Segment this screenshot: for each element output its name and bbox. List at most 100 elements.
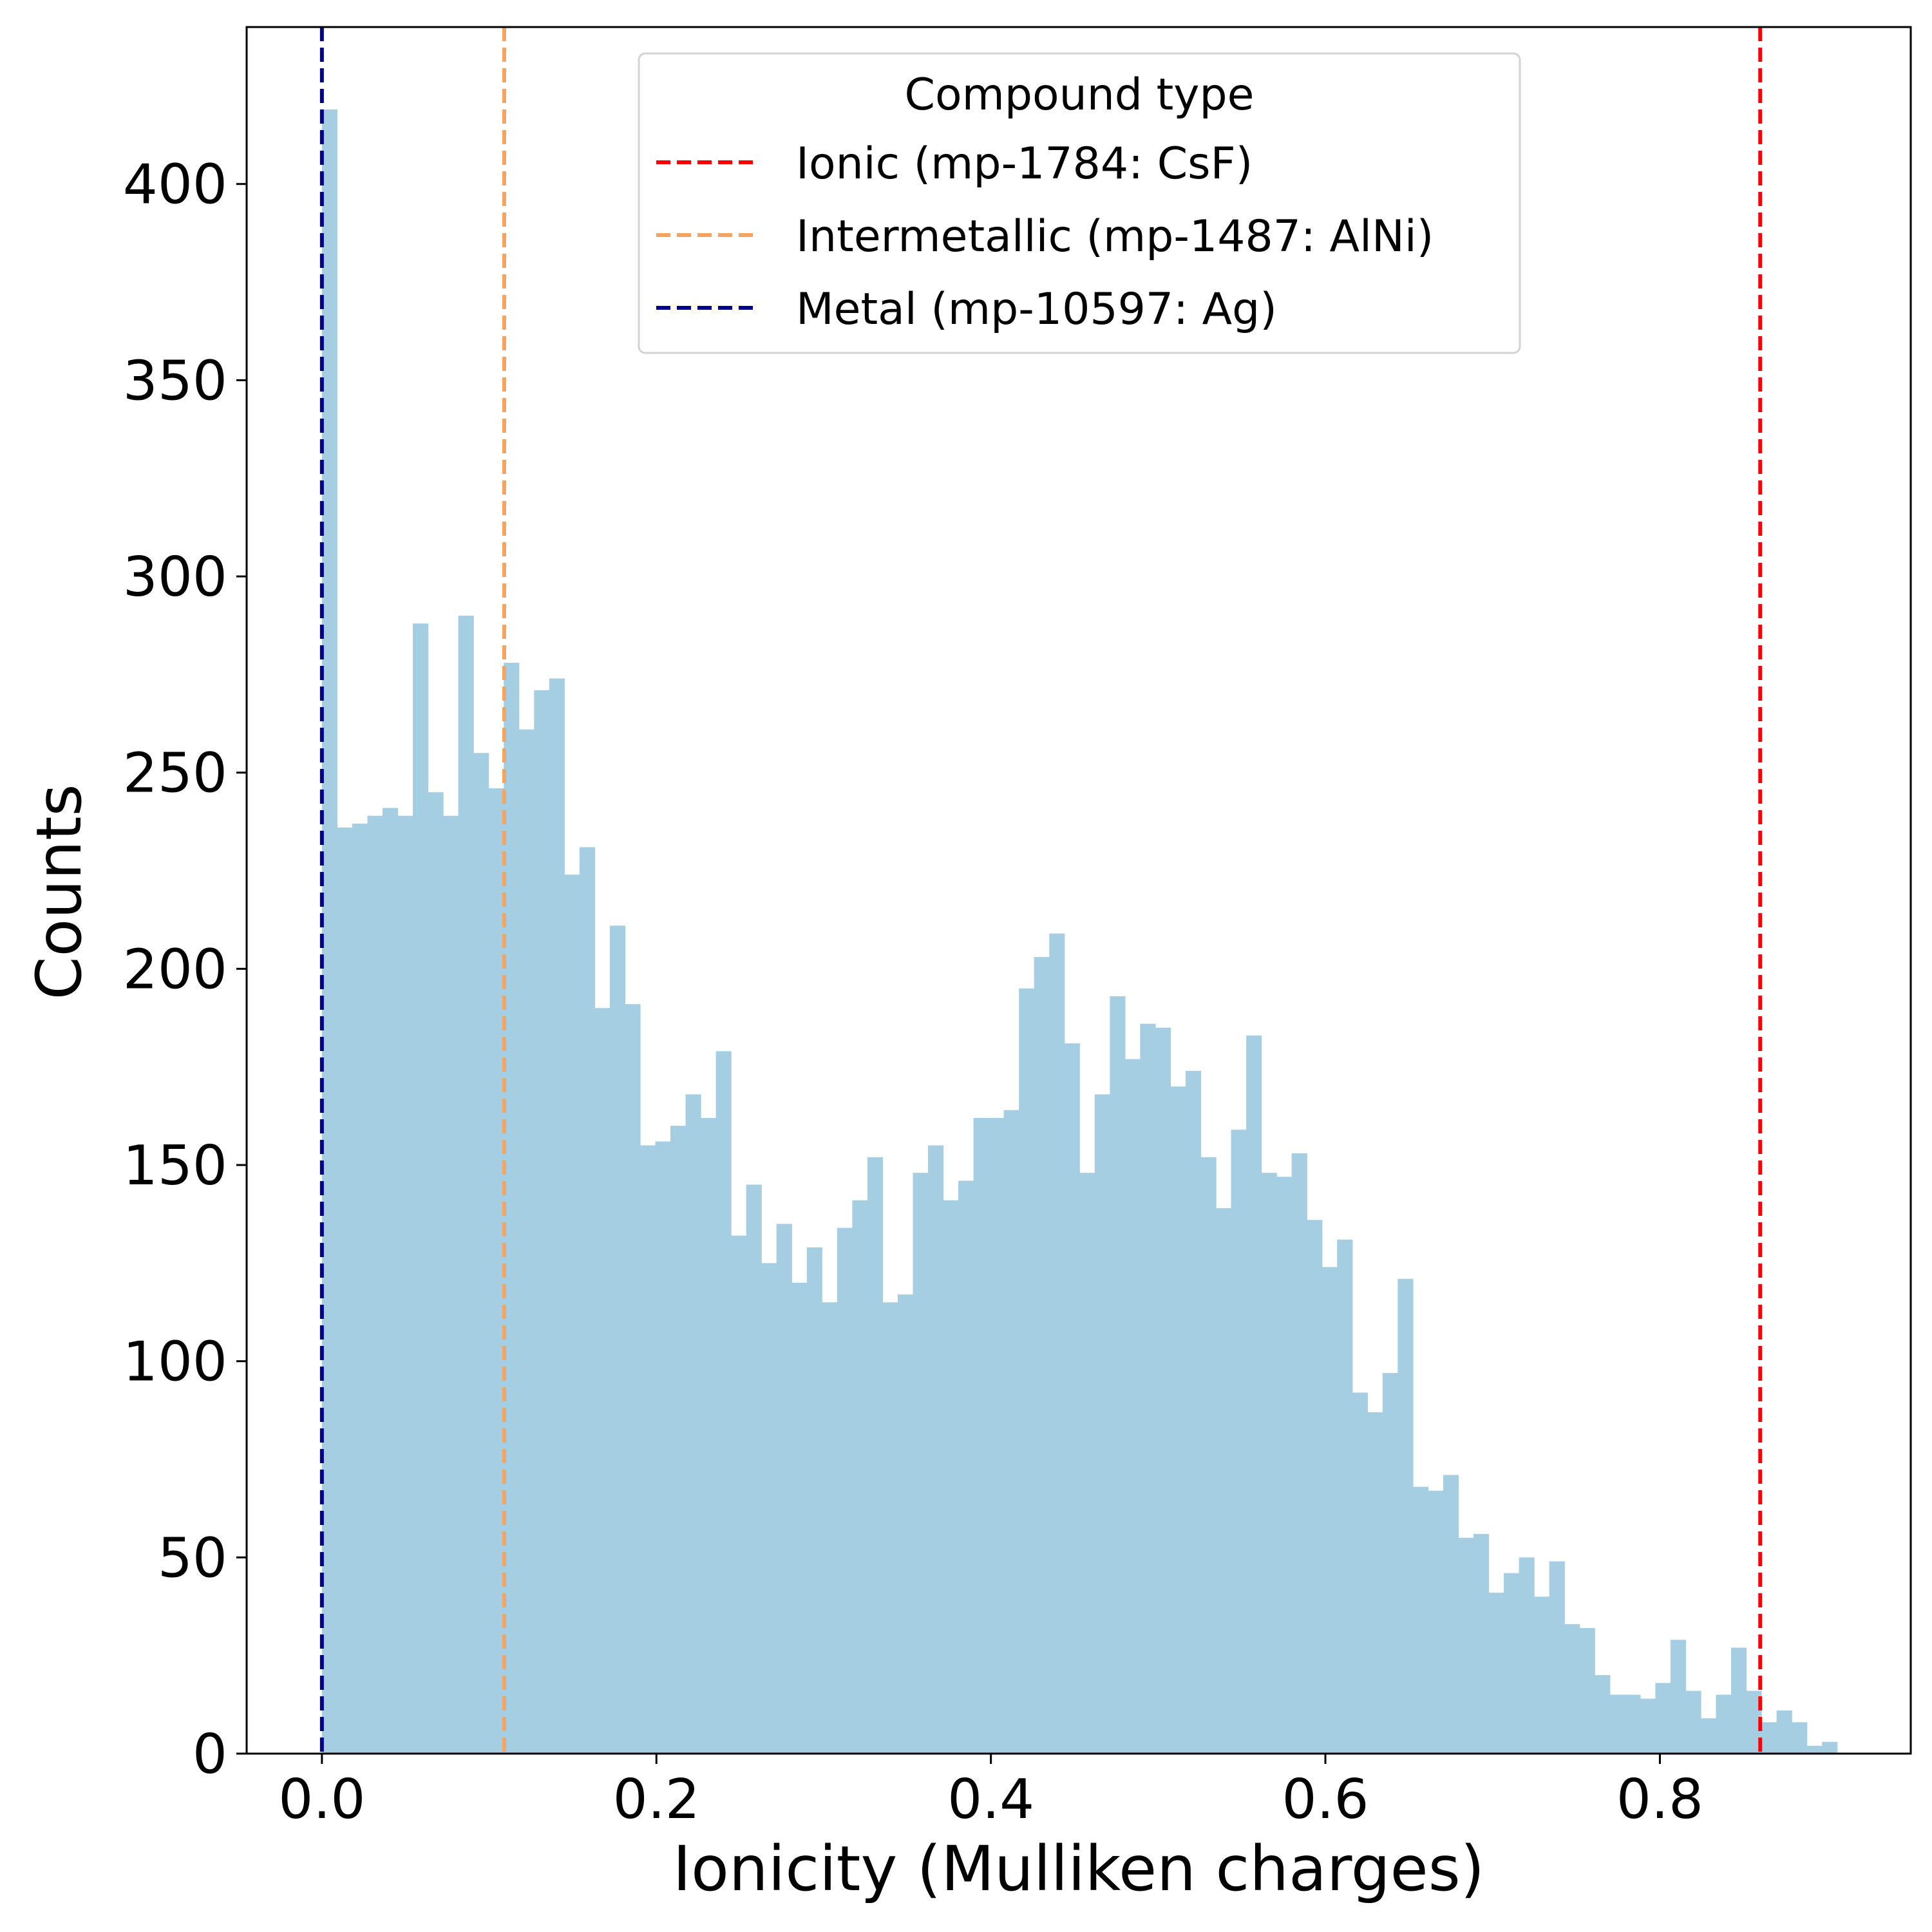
histogram-bars bbox=[321, 109, 1838, 1754]
histogram-bar bbox=[1488, 1593, 1504, 1754]
histogram-bar bbox=[943, 1200, 959, 1754]
histogram-bar bbox=[1261, 1173, 1277, 1754]
histogram-bar bbox=[1367, 1412, 1383, 1754]
histogram-bar bbox=[655, 1141, 671, 1754]
histogram-bar bbox=[1792, 1722, 1808, 1754]
histogram-bar bbox=[867, 1157, 884, 1754]
x-axis-label: Ionicity (Mulliken charges) bbox=[673, 1833, 1484, 1905]
histogram-bar bbox=[882, 1302, 898, 1754]
histogram-bar bbox=[1382, 1372, 1399, 1754]
histogram-bar bbox=[1579, 1628, 1595, 1754]
histogram-bar bbox=[413, 623, 429, 1754]
y-tick-label: 100 bbox=[123, 1331, 227, 1394]
histogram-bar bbox=[1291, 1153, 1307, 1754]
y-tick-label: 0 bbox=[193, 1723, 227, 1786]
histogram-bar bbox=[625, 1004, 641, 1754]
histogram-bar bbox=[806, 1247, 822, 1754]
histogram-bar bbox=[1155, 1027, 1171, 1754]
histogram-bar bbox=[1185, 1070, 1202, 1754]
x-tick-label: 0.0 bbox=[278, 1768, 365, 1832]
histogram-bar bbox=[1064, 1043, 1080, 1754]
legend-entry-label: Ionic (mp-1784: CsF) bbox=[796, 138, 1253, 189]
histogram-bar bbox=[1307, 1220, 1323, 1754]
histogram-bar bbox=[1200, 1157, 1217, 1754]
histogram-bar bbox=[1034, 957, 1050, 1754]
y-tick-label: 50 bbox=[158, 1526, 227, 1590]
histogram-bar bbox=[1079, 1173, 1095, 1754]
histogram-bar bbox=[337, 828, 353, 1754]
histogram-bar bbox=[837, 1227, 853, 1754]
histogram-bar bbox=[1519, 1557, 1535, 1754]
histogram-bar bbox=[1700, 1718, 1717, 1754]
histogram-bar bbox=[1094, 1094, 1110, 1754]
histogram-bar bbox=[549, 678, 565, 1754]
histogram-bar bbox=[534, 690, 550, 1754]
histogram-bar bbox=[761, 1263, 777, 1754]
histogram-bar bbox=[639, 1145, 656, 1754]
histogram-bar bbox=[1352, 1392, 1368, 1754]
histogram-bar bbox=[1412, 1486, 1429, 1754]
y-axis-label: Counts bbox=[23, 784, 95, 999]
histogram-bar bbox=[715, 1051, 732, 1754]
y-tick-label: 150 bbox=[123, 1134, 227, 1198]
histogram-bar bbox=[1504, 1573, 1520, 1754]
histogram-bar bbox=[1473, 1533, 1490, 1754]
histogram-bar bbox=[488, 788, 504, 1754]
histogram-bar bbox=[897, 1294, 914, 1754]
histogram-bar bbox=[1685, 1690, 1701, 1754]
x-tick-label: 0.4 bbox=[947, 1768, 1034, 1832]
histogram-bar bbox=[1458, 1537, 1474, 1754]
histogram-bar bbox=[791, 1282, 808, 1754]
histogram-bar bbox=[989, 1117, 1005, 1754]
histogram-bar bbox=[1443, 1475, 1459, 1754]
histogram-bar bbox=[1124, 1059, 1141, 1754]
histogram-bar bbox=[1019, 988, 1035, 1754]
histogram-bar bbox=[1549, 1561, 1565, 1754]
histogram-bar bbox=[776, 1224, 792, 1754]
histogram-bar bbox=[1246, 1035, 1262, 1754]
histogram-bar bbox=[1321, 1267, 1338, 1754]
histogram-bar bbox=[382, 808, 399, 1754]
histogram-bar bbox=[321, 109, 337, 1754]
legend-title: Compound type bbox=[905, 70, 1255, 120]
histogram-bar bbox=[852, 1200, 868, 1754]
histogram-bar bbox=[397, 815, 413, 1754]
histogram-bar bbox=[458, 615, 474, 1754]
histogram-bar bbox=[1110, 996, 1126, 1754]
plot-frame bbox=[245, 26, 1912, 1755]
histogram-bar bbox=[928, 1145, 944, 1754]
x-tick-label: 0.8 bbox=[1616, 1768, 1703, 1832]
legend-entry-label: Metal (mp-10597: Ag) bbox=[796, 284, 1277, 335]
histogram-bar bbox=[1397, 1278, 1414, 1754]
y-tick-label: 250 bbox=[123, 742, 227, 806]
histogram-bar bbox=[1534, 1596, 1550, 1754]
histogram-bar bbox=[670, 1126, 687, 1754]
y-tick-label: 300 bbox=[123, 545, 227, 609]
histogram-bar bbox=[1776, 1710, 1792, 1754]
histogram-bar bbox=[1595, 1675, 1611, 1754]
histogram-bar bbox=[443, 815, 459, 1754]
histogram-bar bbox=[367, 815, 383, 1754]
histogram-bar bbox=[1670, 1640, 1687, 1754]
histogram-bar bbox=[579, 847, 595, 1754]
histogram-bar bbox=[473, 753, 489, 1754]
histogram-bar bbox=[1655, 1683, 1671, 1754]
histogram-bar bbox=[1276, 1177, 1293, 1754]
histogram-bar bbox=[973, 1117, 989, 1754]
histogram-bar bbox=[685, 1094, 701, 1754]
histogram-bar bbox=[1231, 1130, 1247, 1754]
legend: Compound type Ionic (mp-1784: CsF) Interme… bbox=[638, 52, 1521, 354]
x-tick-label: 0.6 bbox=[1282, 1768, 1368, 1832]
histogram-bar bbox=[1140, 1023, 1156, 1754]
histogram-bar bbox=[1806, 1745, 1823, 1754]
histogram-bar bbox=[822, 1302, 838, 1754]
histogram-bar bbox=[1337, 1239, 1353, 1754]
legend-box bbox=[638, 52, 1521, 354]
histogram-bar bbox=[518, 729, 535, 1754]
histogram-bar bbox=[428, 792, 444, 1754]
histogram-bar bbox=[1428, 1490, 1444, 1754]
histogram-bar bbox=[1761, 1722, 1777, 1754]
y-tick-label: 400 bbox=[123, 153, 227, 217]
histogram-bar bbox=[594, 1008, 611, 1754]
